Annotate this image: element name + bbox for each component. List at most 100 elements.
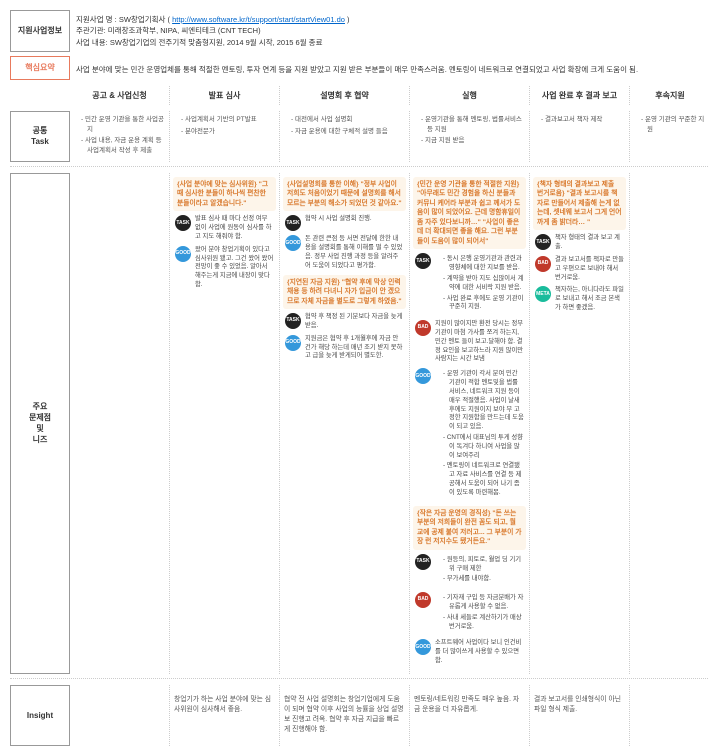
info-content: 지원사업 명 : SW창업기획사 ( http://www.software.k… xyxy=(76,10,708,52)
meta-icon: META xyxy=(535,286,551,302)
c6-i0: 운영 기관의 꾸준한 지원 xyxy=(641,115,707,135)
task-icon: TASK xyxy=(415,554,431,570)
common-c5: 결과보고서 책자 제작 xyxy=(530,111,630,162)
c1-i1: 사업 내용, 자금 운용 계획 등 사업계획서 작성 후 제출 xyxy=(81,136,166,156)
c5-meta-txt: 책자하는, 아니다라도 파일로 보내고 해서 조금 본색가 하면 좋겠음. xyxy=(555,286,624,312)
insight-label: Insight xyxy=(10,685,70,746)
insight-c2: 창업기가 하는 사업 분야에 맞는 심사위원이 심사해서 좋음. xyxy=(170,685,280,746)
common-label: 공통 Task xyxy=(10,111,70,162)
c5-bad-txt: 결과 보고서를 책자로 만들고 우편으로 보내야 해서 번거로움. xyxy=(555,256,624,282)
info-line3: 사업 내용: SW창업기업의 전주기적 맞춤형지원, 2014 9월 시작, 2… xyxy=(76,38,322,47)
c4-bad2: BAD 기자재 구입 등 자금분배가 자유롭게 사용할 수 없음. 사내 세들로… xyxy=(413,592,526,635)
c5-i0: 결과보고서 책자 제작 xyxy=(541,115,626,125)
c4-bad1: BAD 지원이 많이지만 환전 당시는 정부 기관이 마첨 가사를 쪼겨 하는지… xyxy=(413,320,526,364)
task-icon: TASK xyxy=(415,253,431,269)
bad-icon: BAD xyxy=(535,256,551,272)
c4-t2-1: 부가세를 내야함. xyxy=(443,575,524,584)
bad-icon: BAD xyxy=(415,320,431,336)
issues-c5: {책자 형태의 결과보고 제출 번거로움} "결과 보고시를 책자로 만들어서 … xyxy=(530,173,630,674)
col-h4: 실행 xyxy=(410,86,530,105)
info-label: 지원사업정보 xyxy=(10,10,70,52)
c3-i1: 자금 운용에 대한 구체적 설명 들음 xyxy=(291,127,406,137)
insight-c3: 협약 전 사업 설명회는 창업기업에게 도움이 되며 협약 이후 사업의 능률을… xyxy=(280,685,410,746)
c2-task: TASK 발표 심사 때 마다 선정 여부 없이 사업에 원동이 심사를 하고 … xyxy=(173,215,276,241)
insight-c1 xyxy=(70,685,170,746)
c4-t2: 원등의, 피토로, 월업 딩 기기위 구매 제한 부가세를 내야함. xyxy=(435,554,524,588)
c2-good: GOOD 왔어 분야 창업기획이 있다고 심사위원 됐고. 그건 왔어 왔어 전… xyxy=(173,246,276,290)
summary-label: 핵심요약 xyxy=(10,56,70,80)
c3-good1: GOOD 돈 관련 큰점 등 서면 전달에 한한 내용을 설명회를 통해 이해를… xyxy=(283,235,406,270)
c4-t2-2: 기자재 구입 등 자금분배가 자유롭게 사용할 수 없음. xyxy=(443,594,524,612)
good-icon: GOOD xyxy=(415,368,431,384)
common-c2: 사업계획서 기반의 PT발표 분야전문가 xyxy=(170,111,280,162)
col-h6: 후속지원 xyxy=(630,86,710,105)
c3-h2: {지연된 자금 지원} "협약 후에 막상 인력채용 등 하려 다녀니 자가 입… xyxy=(283,275,406,310)
issues-c3: {사업설명회를 통한 이해} "정부 사업이 저희도 처음이었기 때문에 설명회… xyxy=(280,173,410,674)
c4-good1: GOOD 운영 기관이 각서 분여 민간 기관이 적합 멘토및을 법률 서비스,… xyxy=(413,368,526,501)
c5-bad: BAD 결과 보고서를 책자로 만들고 우편으로 보내야 해서 번거로움. xyxy=(533,256,626,282)
c4-t1-2: 사업 완료 후에도 운영 기관이 꾸준히 지원. xyxy=(443,295,524,313)
c2-highlight: {사업 분야에 맞는 심사위원} "그 때 심사한 분들이 하나씩 편찬한 분들… xyxy=(173,177,276,212)
common-c1: 민간 운영 기관을 통한 사업공지 사업 내용, 자금 운용 계획 등 사업계획… xyxy=(70,111,170,162)
common-c4: 운영기관을 통해 멘토링, 법률서비스 등 지원 지금 지원 받음 xyxy=(410,111,530,162)
c3-g1: 돈 관련 큰점 등 서면 전달에 한한 내용을 설명회를 통해 이해를 떨 수 … xyxy=(305,235,404,270)
c5-meta: META 책자하는, 아니다라도 파일로 보내고 해서 조금 본색가 하면 좋겠… xyxy=(533,286,626,312)
c4-task1: TASK 동시 은행 운영기관과 관련과 영향체에 대한 지보를 받음. 계약을… xyxy=(413,253,526,316)
c4-g1-1: CNT에서 대표님의 투게 성향이 독겨다 하니여 사업을 많이 보여주리 xyxy=(443,434,524,460)
c4-i0: 운영기관을 통해 멘토링, 법률서비스 등 지원 xyxy=(421,115,526,135)
summary-text: 사업 분야에 맞는 민간 운영업체를 통해 적절한 멘토링, 투자 연계 등을 … xyxy=(76,56,708,80)
issues-label: 주요 문제점 및 니즈 xyxy=(10,173,70,674)
c4-g2-txt: 소프트웨어 사업이다 보니 인건비를 더 많이쓰게 사용할 수 있으면 함. xyxy=(435,639,524,665)
good-icon: GOOD xyxy=(285,335,301,351)
good-icon: GOOD xyxy=(415,639,431,655)
common-c3: 대전에서 사업 설명회 자금 운용에 대한 구체적 설명 들음 xyxy=(280,111,410,162)
c3-task1: TASK 협약 시 사업 설명회 진행. xyxy=(283,215,406,231)
c4-h2: {작은 자금 운영의 경직성} "돈 쓰는 부분의 저희들이 완전 꼼도 되고,… xyxy=(413,506,526,550)
c4-t2-0: 원등의, 피토로, 월업 딩 기기위 구매 제한 xyxy=(443,556,524,574)
c3-i0: 대전에서 사업 설명회 xyxy=(291,115,406,125)
c3-h1: {사업설명회를 통한 이해} "정부 사업이 저희도 처음이었기 때문에 설명회… xyxy=(283,177,406,212)
c4-h1: {민간 운영 기관을 통한 적절한 지원} "아무래도 민간 경험을 하신 분들… xyxy=(413,177,526,250)
c5-h: {책자 형태의 결과보고 제출 번거로움} "결과 보고시를 책자로 만들어서 … xyxy=(533,177,626,231)
issues-c1 xyxy=(70,173,170,674)
issues-c4: {민간 운영 기관을 통한 적절한 지원} "아무래도 민간 경험을 하신 분들… xyxy=(410,173,530,674)
phase-header-row: 공고 & 사업신청 발표 심사 설명회 후 협약 실행 사업 완료 후 결과 보… xyxy=(10,86,708,105)
info-row: 지원사업정보 지원사업 명 : SW창업기획사 ( http://www.sof… xyxy=(10,10,708,52)
info-line1b: ) xyxy=(347,15,350,24)
c4-bad2: 기자재 구입 등 자금분배가 자유롭게 사용할 수 없음. 사내 세들로 계산하… xyxy=(435,592,524,635)
c4-t1-0: 동시 은행 운영기관과 관련과 영향체에 대한 지보를 받음. xyxy=(443,255,524,273)
issues-row: 주요 문제점 및 니즈 {사업 분야에 맞는 심사위원} "그 때 심사한 분들… xyxy=(10,173,708,674)
c4-good2: GOOD 소프트웨어 사업이다 보니 인건비를 더 많이쓰게 사용할 수 있으면… xyxy=(413,639,526,665)
c2-i1: 분야전문가 xyxy=(181,127,276,137)
c3-good2: GOOD 지원금은 협약 후 1개월후에 자금 안건가 해당 하는데 매년 조기… xyxy=(283,335,406,361)
col-h2: 발표 심사 xyxy=(170,86,280,105)
c4-bad1-txt: 지원이 많이지만 환전 당시는 정부 기관이 마첨 가사를 쪼겨 하는지, 민간… xyxy=(435,320,524,364)
c4-t1: 동시 은행 운영기관과 관련과 영향체에 대한 지보를 받음. 계약을 받아 지… xyxy=(435,253,524,316)
task-icon: TASK xyxy=(285,313,301,329)
task-icon: TASK xyxy=(175,215,191,231)
good-icon: GOOD xyxy=(175,246,191,262)
c4-t1-1: 계약을 받아 지도 십많이서 계약에 대한 서비락 지원 받음. xyxy=(443,275,524,293)
good-icon: GOOD xyxy=(285,235,301,251)
summary-row: 핵심요약 사업 분야에 맞는 민간 운영업체를 통해 적절한 멘토링, 투자 연… xyxy=(10,56,708,80)
common-c6: 운영 기관의 꾸준한 지원 xyxy=(630,111,710,162)
issues-c6 xyxy=(630,173,710,674)
issues-c2: {사업 분야에 맞는 심사위원} "그 때 심사한 분들이 하나씩 편찬한 분들… xyxy=(170,173,280,674)
c3-t2: 협약 후 책정 된 기분보다 자금을 늦게 받음. xyxy=(305,313,404,331)
col-h5: 사업 완료 후 결과 보고 xyxy=(530,86,630,105)
insight-row: Insight 창업기가 하는 사업 분야에 맞는 심사위원이 심사해서 좋음.… xyxy=(10,685,708,746)
c4-g1: 운영 기관이 각서 분여 민간 기관이 적합 멘토및을 법률 서비스, 네트워크… xyxy=(435,368,524,501)
info-line2: 주관기관: 미래창조과학부, NIPA, 씨엔티테크 (CNT TECH) xyxy=(76,26,261,35)
c4-i1: 지금 지원 받음 xyxy=(421,136,526,146)
c5-task: TASK 책자 형태의 결과 보고 계출. xyxy=(533,234,626,252)
c3-t1: 협약 시 사업 설명회 진행. xyxy=(305,215,404,224)
col-h3: 설명회 후 협약 xyxy=(280,86,410,105)
c2-good-txt: 왔어 분야 창업기획이 있다고 심사위원 됐고. 그건 왔어 왔어 전망이 좋 … xyxy=(195,246,274,290)
c4-t2-3: 사내 세들로 계산하기가 매상 번거로움. xyxy=(443,614,524,632)
c4-task2: TASK 원등의, 피토로, 월업 딩 기기위 구매 제한 부가세를 내야함. xyxy=(413,554,526,588)
c3-task2: TASK 협약 후 책정 된 기분보다 자금을 늦게 받음. xyxy=(283,313,406,331)
info-link[interactable]: http://www.software.kr/t/support/start/s… xyxy=(172,15,345,24)
insight-c4: 멘토링/네트워킹 만족도 매우 높음. 자금 운용을 더 자유롭게. xyxy=(410,685,530,746)
c3-g2: 지원금은 협약 후 1개월후에 자금 안건가 해당 하는데 매년 조기 받지 못… xyxy=(305,335,404,361)
task-icon: TASK xyxy=(535,234,551,250)
